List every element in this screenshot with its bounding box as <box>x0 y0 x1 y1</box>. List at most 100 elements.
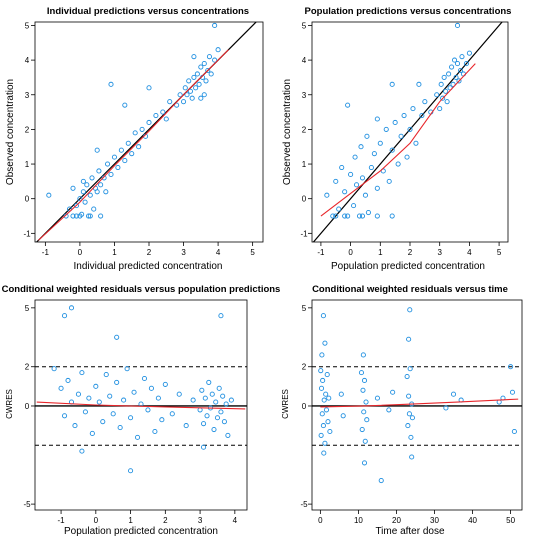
y-tick-label: 2 <box>25 125 30 134</box>
data-point <box>61 413 68 419</box>
data-point <box>339 164 345 171</box>
data-point <box>100 419 106 425</box>
data-point <box>194 71 200 77</box>
loess-smooth-line <box>38 49 229 241</box>
data-point <box>409 454 415 460</box>
loess-smooth-line <box>320 63 476 217</box>
x-axis-label: Time after dose <box>375 526 445 537</box>
data-point <box>191 54 197 60</box>
identity-line <box>312 22 503 242</box>
data-point <box>340 413 346 419</box>
data-point <box>160 109 166 115</box>
data-point <box>108 81 114 87</box>
data-point <box>416 81 422 87</box>
data-point <box>360 387 366 393</box>
y-tick-label: 5 <box>25 21 30 30</box>
x-tick-label: 30 <box>430 516 439 525</box>
data-point <box>198 64 204 70</box>
data-point <box>94 189 100 195</box>
data-point <box>183 423 189 429</box>
data-point <box>389 147 395 153</box>
data-point <box>124 366 130 372</box>
data-point <box>117 425 123 431</box>
data-point <box>77 213 83 219</box>
data-point <box>98 213 104 219</box>
plot-layer <box>35 305 247 474</box>
data-point <box>98 182 104 188</box>
x-tick-label: 1 <box>128 516 133 525</box>
data-point <box>401 112 407 119</box>
data-point <box>93 383 99 389</box>
data-point <box>136 144 142 150</box>
data-point <box>110 411 116 417</box>
data-point <box>77 196 83 202</box>
data-point <box>386 407 392 413</box>
data-point <box>508 364 514 370</box>
data-point <box>374 185 380 191</box>
data-point <box>80 178 86 184</box>
data-point <box>361 377 368 384</box>
x-tick-label: 0 <box>348 248 353 257</box>
y-tick-label: 1 <box>25 160 30 169</box>
data-point <box>336 206 342 212</box>
data-point <box>198 95 204 101</box>
data-point <box>419 112 425 119</box>
x-tick-label: 10 <box>354 516 363 525</box>
data-point <box>453 74 459 80</box>
data-point <box>359 426 365 433</box>
data-point <box>94 147 100 153</box>
data-point <box>361 460 368 466</box>
data-point <box>318 385 325 391</box>
data-point <box>377 140 383 146</box>
y-tick-label: 2 <box>302 125 307 134</box>
data-point <box>115 164 121 171</box>
y-tick-label: 5 <box>302 21 307 30</box>
y-tick-label: 1 <box>302 160 307 169</box>
data-point <box>209 391 215 397</box>
data-point <box>146 85 152 91</box>
data-point <box>196 81 202 87</box>
data-point <box>320 423 326 429</box>
data-point <box>206 54 213 60</box>
data-point <box>220 393 226 399</box>
y-tick-label: 0 <box>302 195 307 204</box>
x-tick-label: 0 <box>318 516 323 525</box>
data-point <box>197 407 203 413</box>
data-point <box>91 206 97 212</box>
x-tick-label: 2 <box>163 516 168 525</box>
y-tick-label: 5 <box>302 304 307 313</box>
data-point <box>187 88 194 94</box>
data-point <box>365 210 371 216</box>
data-point <box>96 399 102 405</box>
x-tick-label: -1 <box>42 248 50 257</box>
data-point <box>89 175 95 181</box>
panel-title: Conditional weighted residuals versus ti… <box>312 284 508 295</box>
y-axis-label: CWRES <box>281 389 290 419</box>
data-point <box>73 203 80 209</box>
data-point <box>446 71 452 77</box>
panel-plot-area-3: -1 0 1 2 3 4 -5 0 2 5 <box>23 299 248 525</box>
data-point <box>46 192 52 198</box>
data-point <box>324 192 330 198</box>
data-point <box>361 409 367 415</box>
panel-plot-area-1: -1 0 1 2 3 4 5 -1 0 1 2 3 4 5 <box>23 21 264 257</box>
y-tick-label: 3 <box>25 91 30 100</box>
identity-line <box>35 22 257 242</box>
data-point <box>359 175 366 181</box>
data-point <box>443 405 449 411</box>
x-tick-label: 2 <box>147 248 152 257</box>
data-point <box>131 389 137 395</box>
panel-plot-area-4: 0 10 20 30 40 50 -5 0 2 5 <box>300 299 523 525</box>
y-tick-label: 2 <box>302 363 307 372</box>
data-point <box>114 334 120 340</box>
data-point <box>180 99 187 105</box>
data-point <box>378 478 384 484</box>
y-tick-label: 4 <box>302 56 307 65</box>
data-point <box>152 428 158 435</box>
data-point <box>359 213 366 219</box>
data-point <box>319 352 325 358</box>
data-point <box>68 305 75 311</box>
data-point <box>320 313 326 319</box>
data-point <box>371 151 377 157</box>
x-axis-label: Individual predicted concentration <box>74 261 223 272</box>
